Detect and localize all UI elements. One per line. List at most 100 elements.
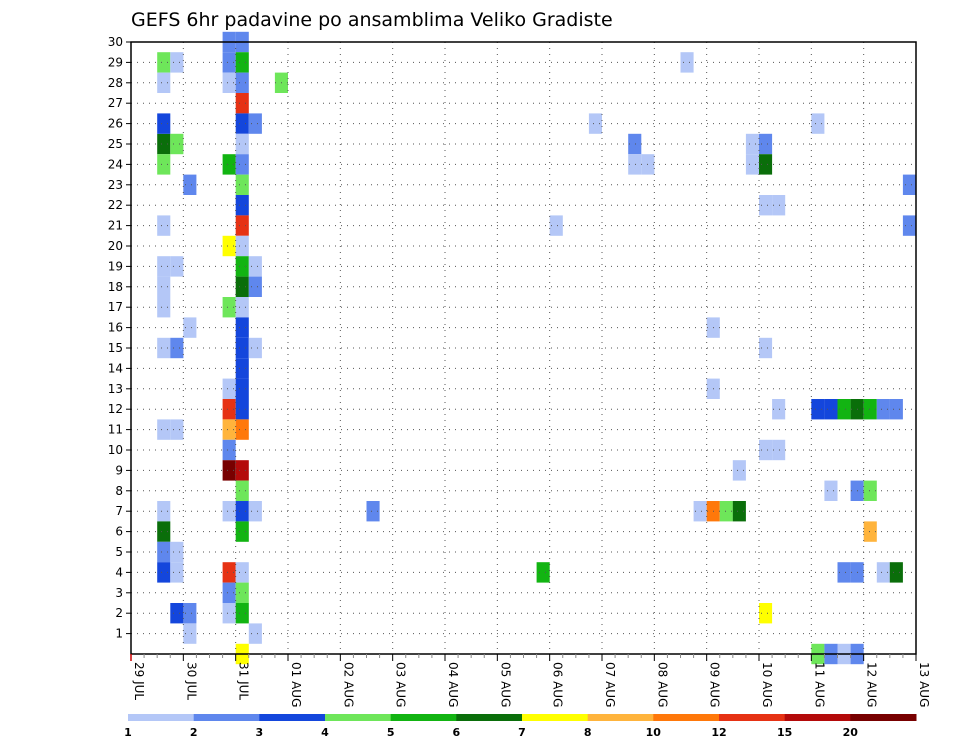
y-tick-label: 12 — [108, 402, 123, 416]
heatmap-cell — [772, 195, 786, 216]
y-tick-label: 19 — [108, 259, 123, 273]
x-tick-label: 09 AUG — [708, 662, 722, 707]
x-tick-label: 30 JUL — [184, 662, 198, 700]
legend-swatch — [587, 714, 654, 721]
heatmap-cell — [157, 133, 171, 155]
y-tick-label: 4 — [115, 565, 123, 579]
legend-label: 4 — [321, 726, 329, 739]
y-tick-label: 15 — [108, 341, 123, 355]
x-tick-label: 29 JUL — [132, 662, 146, 700]
heatmap-cell — [183, 623, 197, 644]
heatmap-cell — [863, 399, 877, 420]
y-tick-label: 28 — [108, 76, 123, 90]
heatmap-cell — [235, 195, 249, 216]
y-tick-label: 10 — [108, 443, 123, 457]
y-tick-label: 27 — [108, 96, 123, 110]
y-tick-label: 30 — [108, 35, 123, 49]
heatmap-cell — [235, 603, 249, 624]
heatmap-cell — [222, 378, 236, 399]
x-tick-label: 08 AUG — [655, 662, 669, 707]
heatmap-cell — [248, 623, 262, 644]
legend-label: 5 — [387, 726, 395, 739]
heatmap-cell — [170, 541, 184, 563]
heatmap-cell — [235, 480, 249, 501]
heatmap-cell — [811, 113, 825, 134]
heatmap-cell — [837, 399, 851, 420]
chart-title: GEFS 6hr padavine po ansamblima Veliko G… — [131, 9, 613, 31]
heatmap-cell — [157, 541, 171, 563]
heatmap-cell — [157, 419, 171, 440]
heatmap-cell — [170, 133, 184, 155]
x-tick-label: 12 AUG — [865, 662, 879, 707]
heatmap-cell — [837, 562, 851, 583]
heatmap-cell — [235, 235, 249, 257]
y-tick-label: 5 — [115, 545, 123, 559]
x-tick-label: 06 AUG — [551, 662, 565, 707]
x-tick-label: 31 JUL — [237, 662, 251, 700]
heatmap-cell — [170, 337, 184, 359]
heatmap-cell — [222, 154, 236, 175]
y-axis: 1234567891011121314151617181920212223242… — [108, 35, 131, 641]
heatmap-cell — [222, 399, 236, 420]
heatmap-cell — [222, 582, 236, 603]
heatmap-cell — [222, 235, 236, 257]
x-tick-label: 13 AUG — [917, 662, 931, 707]
legend-swatch — [128, 714, 195, 721]
heatmap-cell — [248, 256, 262, 277]
legend-label: 12 — [711, 726, 726, 739]
heatmap-cell — [759, 154, 773, 175]
legend-label: 2 — [190, 726, 198, 739]
heatmap-cell — [157, 337, 171, 359]
heatmap-cell — [157, 113, 171, 134]
heatmap-cell — [235, 215, 249, 236]
x-axis: 29 JUL 30 JUL 31 JUL 01 AUG 02 AUG 03 AUG 04 A… — [130, 654, 931, 707]
heatmap-cell — [772, 399, 786, 420]
x-tick-label: 04 AUG — [446, 662, 460, 707]
y-tick-label: 24 — [108, 157, 123, 171]
legend-swatch — [325, 714, 392, 721]
heatmap-cell — [222, 72, 236, 93]
heatmap-cell — [170, 603, 184, 624]
heatmap-cell — [628, 154, 642, 175]
legend-label: 15 — [777, 726, 792, 739]
heatmap-cell — [157, 215, 171, 236]
heatmap-cell — [235, 317, 249, 338]
heatmap-cell — [222, 52, 236, 73]
heatmap-cell — [157, 256, 171, 277]
heatmap-cell — [863, 480, 877, 501]
heatmap-cell — [889, 562, 903, 583]
x-tick-label: 03 AUG — [394, 662, 408, 707]
heatmap-cell — [235, 52, 249, 73]
heatmap-cell — [732, 460, 746, 481]
x-tick-label: 05 AUG — [498, 662, 512, 707]
legend-swatch — [390, 714, 457, 721]
heatmap-cell — [889, 399, 903, 420]
heatmap-cell — [902, 174, 916, 195]
legend-label: 3 — [255, 726, 263, 739]
heatmap-cell — [536, 562, 550, 583]
heatmap-cell — [222, 562, 236, 583]
x-tick-label: 01 AUG — [289, 662, 303, 707]
heatmap-cell — [235, 256, 249, 277]
legend-swatch — [456, 714, 523, 721]
y-tick-label: 9 — [115, 463, 123, 477]
heatmap-cell — [235, 72, 249, 93]
legend-label: 1 — [124, 726, 132, 739]
y-tick-label: 3 — [115, 586, 123, 600]
heatmap-cell — [235, 133, 249, 155]
legend-swatch — [193, 714, 260, 721]
heatmap-cell — [235, 460, 249, 481]
heatmap-cell — [811, 399, 825, 420]
heatmap-cell — [222, 419, 236, 440]
heatmap-cell — [759, 439, 773, 461]
heatmap-cell — [235, 501, 249, 522]
heatmap-cell — [235, 399, 249, 420]
heatmap-cell — [235, 174, 249, 195]
heatmap-cell — [248, 276, 262, 297]
y-tick-label: 14 — [108, 361, 123, 375]
legend-label: 7 — [518, 726, 526, 739]
heatmap-cell — [235, 358, 249, 379]
y-tick-label: 23 — [108, 178, 123, 192]
y-tick-label: 16 — [108, 321, 123, 335]
heatmap-cell — [235, 93, 249, 114]
